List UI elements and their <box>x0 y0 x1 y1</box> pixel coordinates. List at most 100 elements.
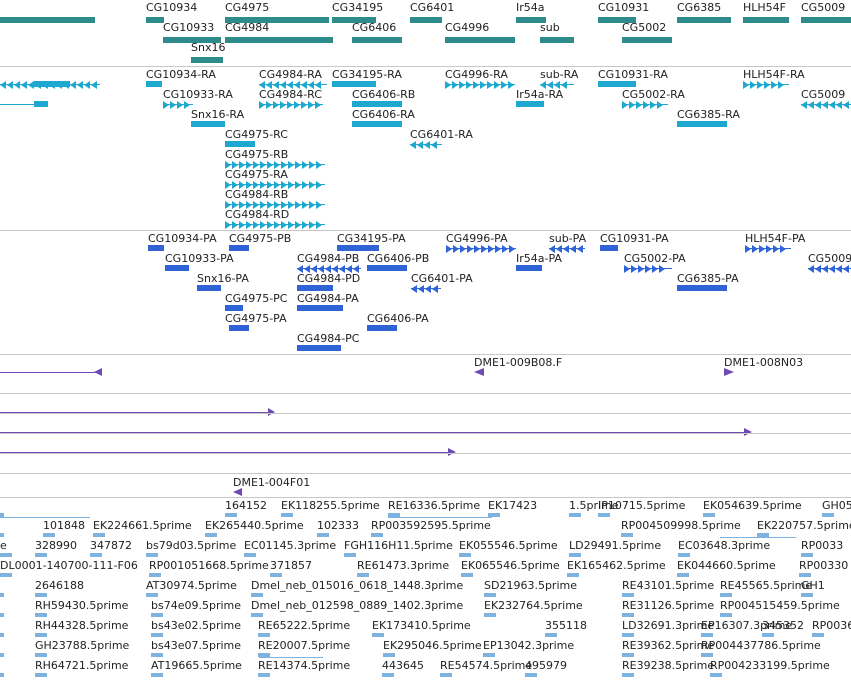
feature-glyph[interactable] <box>677 573 689 577</box>
feature-glyph[interactable] <box>191 121 225 127</box>
feature-glyph[interactable] <box>516 265 542 271</box>
feature-label[interactable]: CG10933-RA <box>163 88 233 101</box>
feature-label[interactable]: EK224661.5prime <box>93 519 192 532</box>
feature-label[interactable]: RP004233199.5prime <box>710 659 830 672</box>
feature-label[interactable]: EK065546.5prime <box>461 559 560 572</box>
feature-label[interactable]: CG6406 <box>352 21 397 34</box>
feature-glyph[interactable] <box>757 533 769 537</box>
feature-label[interactable]: GH23788.5prime <box>35 639 130 652</box>
feature-glyph[interactable] <box>540 37 574 43</box>
feature-label[interactable]: CG4984-PB <box>297 252 360 265</box>
feature-glyph[interactable] <box>93 533 105 537</box>
feature-glyph[interactable] <box>0 372 100 373</box>
feature-label[interactable]: EP13042.3prime <box>483 639 575 652</box>
feature-label[interactable]: CG4996-RA <box>445 68 508 81</box>
feature-glyph[interactable] <box>598 17 636 23</box>
feature-glyph[interactable] <box>720 593 732 597</box>
feature-label[interactable]: RP004437786.5prime <box>701 639 821 652</box>
feature-glyph[interactable] <box>545 633 557 637</box>
feature-label[interactable]: CG4984-RC <box>259 88 322 101</box>
feature-glyph[interactable] <box>149 573 161 577</box>
feature-label[interactable]: bs74e09.5prime <box>151 599 242 612</box>
feature-label[interactable]: CG4984-PC <box>297 332 360 345</box>
feature-label[interactable]: CG34195-RA <box>332 68 402 81</box>
feature-label[interactable]: RE31126.5prime <box>622 599 715 612</box>
feature-label[interactable]: LD29491.5prime <box>569 539 662 552</box>
feature-glyph[interactable] <box>516 101 544 107</box>
feature-glyph[interactable] <box>0 593 4 597</box>
feature-glyph[interactable] <box>488 513 500 517</box>
feature-glyph[interactable] <box>151 613 163 617</box>
feature-glyph[interactable] <box>229 245 249 251</box>
feature-label[interactable]: CG6401-RA <box>410 128 473 141</box>
feature-label[interactable]: RE61473.3prime <box>357 559 450 572</box>
feature-glyph[interactable] <box>710 673 722 677</box>
feature-label[interactable]: 101848 <box>43 519 85 532</box>
feature-glyph[interactable] <box>258 673 270 677</box>
feature-glyph[interactable] <box>410 17 442 23</box>
feature-glyph[interactable] <box>812 633 824 637</box>
feature-glyph[interactable] <box>352 37 402 43</box>
feature-label[interactable]: Ir54a-PA <box>516 252 562 265</box>
feature-glyph[interactable] <box>801 593 813 597</box>
feature-glyph[interactable] <box>762 633 774 637</box>
feature-label[interactable]: RH44328.5prime <box>35 619 129 632</box>
feature-glyph[interactable] <box>0 533 4 537</box>
feature-glyph[interactable] <box>225 141 255 147</box>
feature-label[interactable]: DME1-009B08.F <box>474 356 563 369</box>
feature-glyph[interactable] <box>622 37 672 43</box>
feature-label[interactable]: RE16336.5prime <box>388 499 481 512</box>
feature-glyph[interactable] <box>205 533 217 537</box>
feature-label[interactable]: Dmel_neb_015016_0618_1448.3prime <box>251 579 464 592</box>
feature-label[interactable]: bs79d03.5prime <box>146 539 237 552</box>
feature-label[interactable]: DL0001-140700-111-F06 <box>0 559 138 572</box>
feature-label[interactable]: CG4975-RA <box>225 168 288 181</box>
feature-glyph[interactable] <box>367 265 407 271</box>
feature-label[interactable]: HLH54F-PA <box>745 232 806 245</box>
feature-glyph[interactable] <box>258 653 270 657</box>
feature-label[interactable]: 371857 <box>270 559 312 572</box>
feature-label[interactable]: CG10931 <box>598 1 650 14</box>
feature-label[interactable]: bs43e02.5prime <box>151 619 242 632</box>
feature-glyph[interactable] <box>525 673 537 677</box>
feature-glyph[interactable] <box>743 17 789 23</box>
feature-label[interactable]: RE45565.5prime <box>720 579 813 592</box>
feature-glyph[interactable] <box>622 593 634 597</box>
feature-label[interactable]: EK165462.5prime <box>567 559 666 572</box>
feature-label[interactable]: CG4984-RD <box>225 208 290 221</box>
feature-label[interactable]: DME1-008N03 <box>724 356 804 369</box>
feature-label[interactable]: RE65222.5prime <box>258 619 351 632</box>
feature-label[interactable]: EK173410.5prime <box>372 619 471 632</box>
feature-glyph[interactable] <box>259 657 323 658</box>
feature-label[interactable]: RP004509998.5prime <box>621 519 741 532</box>
feature-glyph[interactable] <box>332 81 376 87</box>
feature-glyph[interactable] <box>372 633 384 637</box>
feature-label[interactable]: CG5009 <box>801 1 846 14</box>
feature-glyph[interactable] <box>163 37 221 43</box>
feature-glyph[interactable] <box>720 537 796 538</box>
feature-label[interactable]: Snx16 <box>191 41 226 54</box>
feature-glyph[interactable] <box>34 101 48 107</box>
feature-glyph[interactable] <box>720 613 732 617</box>
feature-glyph[interactable] <box>297 345 341 351</box>
feature-glyph[interactable] <box>701 653 713 657</box>
feature-glyph[interactable] <box>191 57 223 63</box>
feature-label[interactable]: CG4984-RA <box>259 68 322 81</box>
feature-glyph[interactable] <box>337 245 379 251</box>
feature-glyph[interactable] <box>445 37 515 43</box>
feature-label[interactable]: CG6406-PA <box>367 312 429 325</box>
feature-label[interactable]: EK118255.5prime <box>281 499 380 512</box>
feature-label[interactable]: e <box>0 539 7 552</box>
feature-glyph[interactable] <box>0 553 4 557</box>
feature-label[interactable]: RP0033 <box>801 539 844 552</box>
feature-glyph[interactable] <box>317 533 329 537</box>
feature-label[interactable]: CG6401-PA <box>411 272 473 285</box>
feature-label[interactable]: EK295046.5prime <box>383 639 482 652</box>
feature-label[interactable]: CG10931-PA <box>600 232 669 245</box>
feature-glyph[interactable] <box>0 452 452 453</box>
feature-glyph[interactable] <box>251 593 263 597</box>
feature-glyph[interactable] <box>822 513 834 517</box>
feature-glyph[interactable] <box>146 553 158 557</box>
feature-glyph[interactable] <box>332 17 376 23</box>
feature-label[interactable]: 1.5prime <box>569 499 619 512</box>
